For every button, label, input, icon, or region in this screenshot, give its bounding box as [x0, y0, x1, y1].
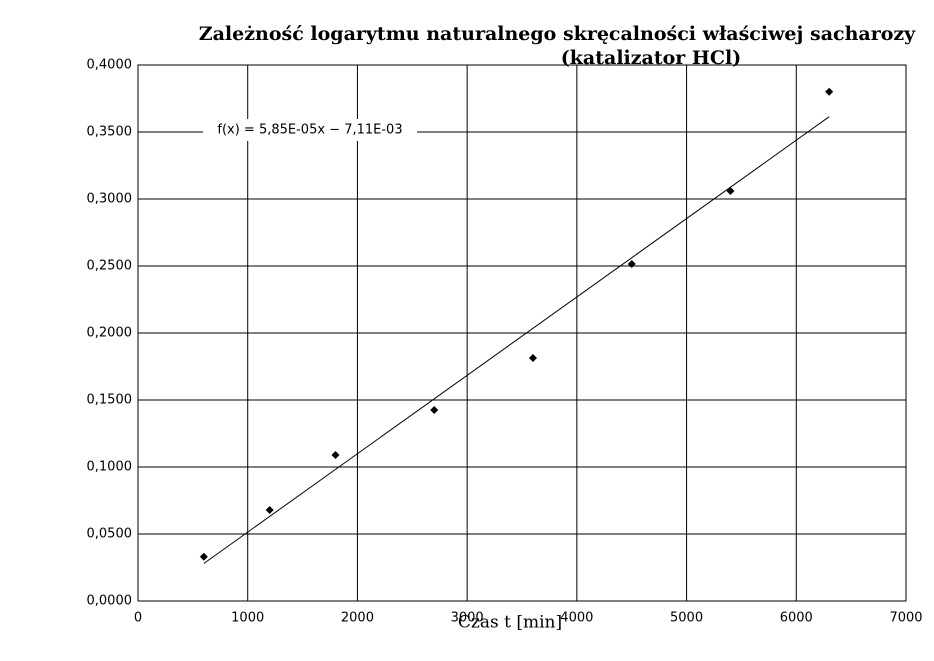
data-point — [265, 506, 274, 515]
y-tick-label: 0,2500 — [87, 259, 133, 274]
data-point — [627, 259, 636, 268]
y-tick-label: 0,3500 — [87, 125, 133, 140]
x-tick-label: 1000 — [231, 611, 264, 626]
x-tick-label: 7000 — [889, 611, 922, 626]
y-tick-label: 0,4000 — [87, 58, 133, 73]
plot-frame — [137, 64, 907, 602]
y-tick-label: 0,2000 — [87, 326, 133, 341]
y-tick-label: 0,1500 — [87, 393, 133, 408]
x-tick-label: 6000 — [780, 611, 813, 626]
trendline-equation: f(x) = 5,85E-05x − 7,11E-03 — [217, 123, 402, 138]
chart-subtitle: (katalizator HCl) — [561, 47, 741, 69]
y-tick-label: 0,3000 — [87, 192, 133, 207]
y-tick-label: 0,1000 — [87, 460, 133, 475]
equation-box — [203, 119, 417, 141]
data-point — [726, 186, 735, 195]
chart-title: Zależność logarytmu naturalnego skręcaln… — [199, 23, 916, 45]
data-point — [199, 552, 208, 561]
x-tick-label: 0 — [134, 611, 142, 626]
y-tick-label: 0,0500 — [87, 527, 133, 542]
x-axis-label: Czas t [min] — [458, 613, 562, 633]
x-tick-label: 5000 — [670, 611, 703, 626]
data-point — [825, 87, 834, 96]
trendline — [203, 116, 830, 564]
x-tick-label: 2000 — [341, 611, 374, 626]
data-point — [331, 450, 340, 459]
x-tick-label: 3000 — [451, 611, 484, 626]
data-point — [528, 354, 537, 363]
x-tick-label: 4000 — [560, 611, 593, 626]
y-tick-label: 0,0000 — [87, 594, 133, 609]
data-point — [430, 406, 439, 415]
